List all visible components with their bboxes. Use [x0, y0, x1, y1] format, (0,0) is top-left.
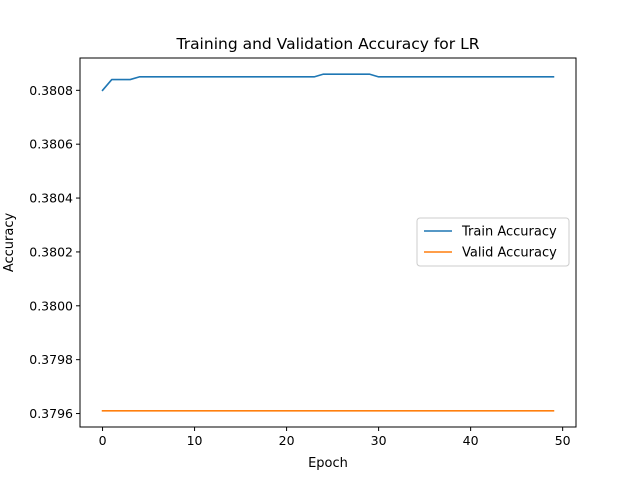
x-tick-label: 20 — [279, 433, 295, 448]
y-tick-label: 0.3806 — [29, 137, 73, 152]
chart-title: Training and Validation Accuracy for LR — [176, 35, 480, 53]
x-axis-label: Epoch — [308, 456, 348, 471]
x-tick-label: 40 — [463, 433, 479, 448]
legend-label-valid-accuracy: Valid Accuracy — [462, 246, 557, 261]
x-tick-label: 50 — [555, 433, 571, 448]
plot-area-frame — [79, 57, 577, 428]
x-tick-label: 30 — [371, 433, 387, 448]
series-line-train-accuracy — [101, 73, 555, 92]
y-tick-label: 0.3800 — [29, 298, 73, 313]
x-axis-ticks: 0 10 20 30 40 50 — [99, 427, 571, 448]
legend: Train Accuracy Valid Accuracy — [416, 217, 570, 267]
x-tick-label: 10 — [187, 433, 203, 448]
y-tick-label: 0.3804 — [29, 191, 73, 206]
legend-box — [416, 217, 570, 267]
series-lines — [101, 73, 555, 412]
y-tick-label: 0.3798 — [29, 352, 73, 367]
y-tick-label: 0.3808 — [29, 83, 73, 98]
y-tick-label: 0.3796 — [29, 406, 73, 421]
y-tick-label: 0.3802 — [29, 244, 73, 259]
y-axis-label: Accuracy — [2, 213, 17, 273]
x-tick-label: 0 — [99, 433, 107, 448]
y-axis-ticks: 0.3796 0.3798 0.3800 0.3802 0.3804 0.3806 0.38… — [29, 83, 80, 421]
legend-label-train-accuracy: Train Accuracy — [461, 225, 557, 240]
